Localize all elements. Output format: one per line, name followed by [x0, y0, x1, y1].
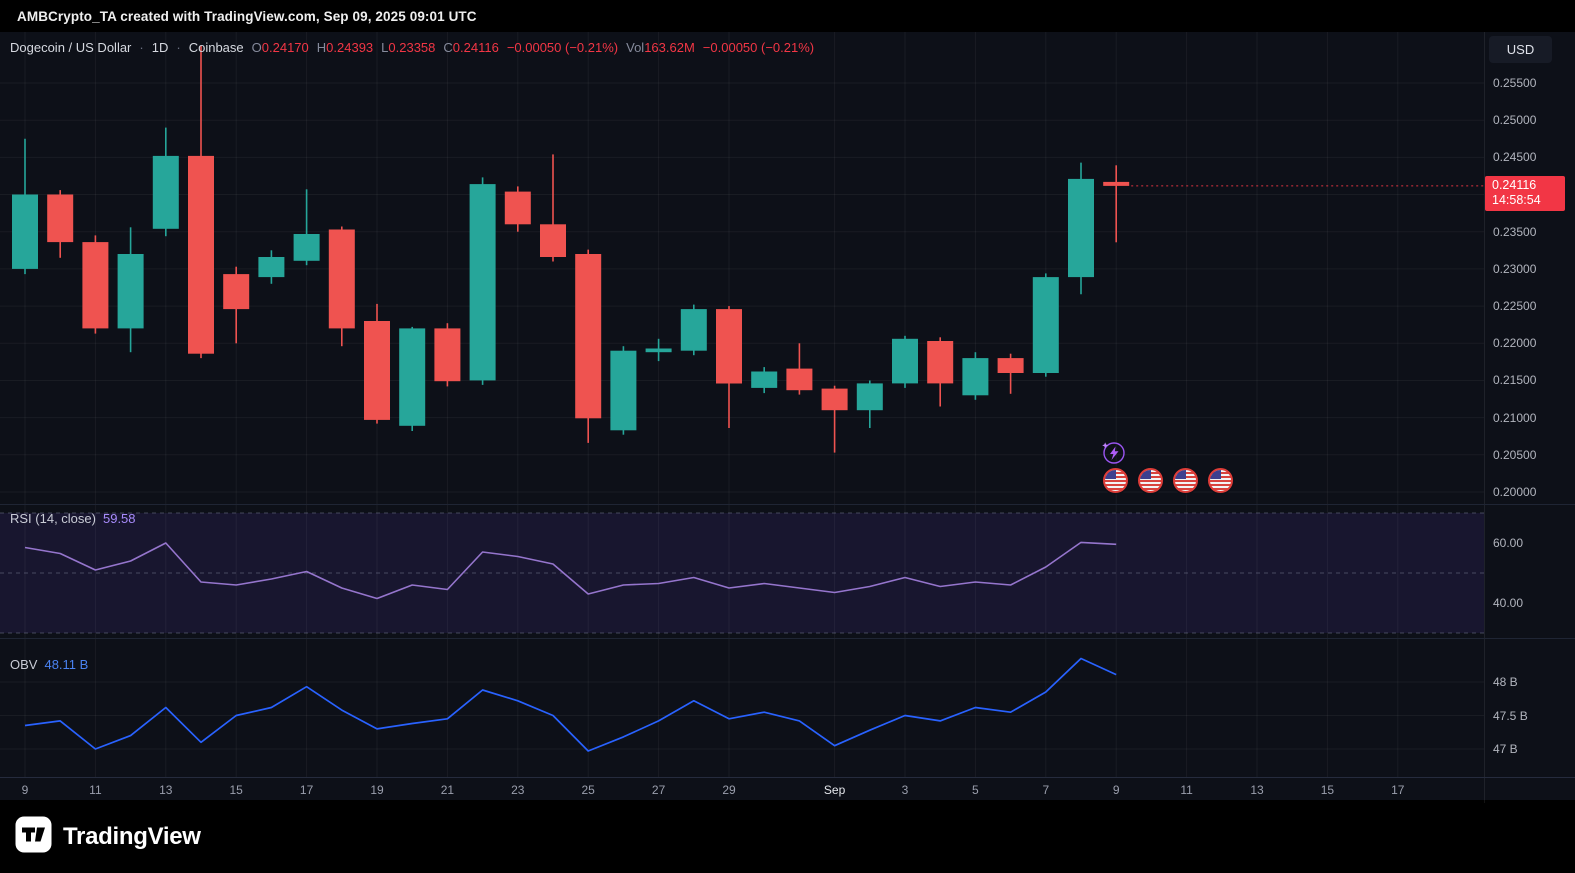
time-axis-label: 29	[722, 783, 736, 797]
low-value: L0.23358	[381, 40, 435, 55]
time-axis-label: 15	[1320, 783, 1335, 797]
interval-label[interactable]: 1D	[151, 40, 169, 55]
us-flag-icon[interactable]	[1137, 468, 1163, 493]
chart-area[interactable]: Dogecoin / US Dollar · 1D · Coinbase O0.…	[0, 32, 1575, 803]
price-axis-label: 0.20500	[1493, 447, 1537, 462]
change-value-2: −0.00050 (−0.21%)	[702, 40, 815, 55]
time-axis-label: 5	[972, 783, 979, 797]
us-flag-icon[interactable]	[1102, 468, 1128, 493]
exchange-label[interactable]: Coinbase	[188, 40, 244, 55]
footer: TradingView	[0, 800, 1575, 873]
obv-legend[interactable]: OBV 48.11 B	[10, 657, 88, 672]
time-axis-label: 13	[1250, 783, 1264, 797]
legend-separator: ·	[176, 40, 181, 55]
time-axis-label: 11	[89, 783, 102, 797]
obv-axis[interactable]: 48 B 47.5 B 47 B	[1484, 639, 1575, 777]
time-axis-label: 13	[159, 783, 173, 797]
close-number: 0.24116	[452, 40, 499, 55]
obv-axis-label: 47.5 B	[1493, 708, 1528, 723]
price-axis-label: 0.21500	[1493, 373, 1537, 388]
volume-label: Vol	[626, 40, 645, 55]
obv-chart[interactable]	[0, 639, 1484, 777]
us-flag-icon[interactable]	[1207, 468, 1233, 493]
obv-axis-label: 47 B	[1493, 742, 1518, 756]
time-axis-label: 21	[440, 783, 455, 797]
symbol-title[interactable]: Dogecoin / US Dollar	[10, 40, 132, 55]
last-price-label: 0.24116 14:58:54	[1485, 175, 1565, 211]
lightning-icon[interactable]	[1100, 439, 1126, 465]
time-axis-label: 9	[21, 783, 29, 797]
time-axis-label: 27	[651, 783, 666, 797]
price-axis-label: 0.24500	[1493, 150, 1537, 165]
tradingview-logo[interactable]	[15, 816, 52, 858]
open-number: 0.24170	[261, 40, 309, 55]
high-number: 0.24393	[326, 40, 374, 55]
rsi-value: 59.58	[102, 511, 136, 526]
drawing-stickers	[0, 32, 1575, 504]
attribution-text: AMBCrypto_TA created with TradingView.co…	[17, 8, 477, 24]
time-axis-label: 19	[370, 783, 384, 797]
price-axis-label: 0.25000	[1493, 113, 1537, 128]
open-value: O0.24170	[252, 40, 309, 55]
time-axis-label: 15	[229, 783, 243, 797]
obv-axis-label: 48 B	[1493, 675, 1518, 689]
volume-value: Vol163.62M	[626, 40, 695, 55]
high-value: H0.24393	[317, 40, 373, 55]
high-label: H	[316, 40, 327, 55]
rsi-axis-label: 40.00	[1493, 596, 1524, 610]
axis-corner	[1484, 778, 1575, 803]
price-axis-label: 0.21000	[1493, 410, 1537, 425]
low-label: L	[381, 40, 389, 55]
time-axis-label: 3	[901, 783, 909, 797]
time-axis-label: Sep	[823, 783, 846, 797]
time-axis-label: 25	[581, 783, 595, 797]
low-number: 0.23358	[388, 40, 436, 55]
rsi-axis[interactable]: 60.00 40.00	[1484, 505, 1575, 638]
change-value: −0.00050 (−0.21%)	[506, 40, 619, 55]
time-axis-label: 17	[1391, 783, 1405, 797]
rsi-legend[interactable]: RSI (14, close) 59.58	[10, 511, 136, 526]
price-axis[interactable]: 0.255000.250000.245000.240000.235000.230…	[1484, 32, 1575, 504]
symbol-legend: Dogecoin / US Dollar · 1D · Coinbase O0.…	[10, 40, 814, 55]
attribution-bar: AMBCrypto_TA created with TradingView.co…	[0, 0, 1575, 32]
last-price-value: 0.24116	[1492, 177, 1537, 192]
price-pane[interactable]: Dogecoin / US Dollar · 1D · Coinbase O0.…	[0, 32, 1575, 504]
price-axis-label: 0.22500	[1493, 299, 1537, 314]
countdown-timer: 14:58:54	[1492, 192, 1541, 207]
close-value: C0.24116	[443, 40, 498, 55]
open-label: O	[251, 40, 262, 55]
price-axis-label: 0.22000	[1493, 336, 1537, 351]
legend-separator: ·	[139, 40, 144, 55]
obv-indicator-title[interactable]: OBV	[10, 657, 38, 672]
rsi-pane[interactable]: RSI (14, close) 59.58 60.00 40.00	[0, 504, 1575, 638]
time-axis-label: 7	[1042, 783, 1050, 797]
price-axis-label: 0.25500	[1493, 76, 1537, 90]
candlestick-chart[interactable]	[0, 32, 1484, 504]
us-flag-icon[interactable]	[1172, 468, 1198, 493]
price-axis-label: 0.23000	[1493, 261, 1537, 276]
time-axis-label: 11	[1180, 783, 1193, 797]
rsi-axis-label: 60.00	[1493, 536, 1524, 550]
obv-pane[interactable]: OBV 48.11 B 48 B 47.5 B 47 B	[0, 638, 1575, 777]
time-axis[interactable]: 9 11 13 15 17 19 21 23 25 27 29 Sep 3 5 7 9 11 13 15 17	[0, 777, 1575, 803]
currency-toggle-button[interactable]: USD	[1489, 36, 1552, 63]
price-axis-label: 0.20000	[1493, 484, 1537, 499]
price-axis-label: 0.23500	[1493, 224, 1537, 239]
rsi-indicator-title[interactable]: RSI (14, close)	[10, 511, 96, 526]
time-axis-label: 9	[1112, 783, 1120, 797]
volume-number: 163.62M	[644, 40, 695, 55]
obv-value: 48.11 B	[44, 657, 89, 672]
time-axis-label: 17	[299, 783, 314, 797]
time-axis-label: 23	[511, 783, 525, 797]
rsi-chart[interactable]	[0, 505, 1484, 638]
brand-wordmark[interactable]: TradingView	[63, 822, 201, 850]
close-label: C	[443, 40, 453, 55]
